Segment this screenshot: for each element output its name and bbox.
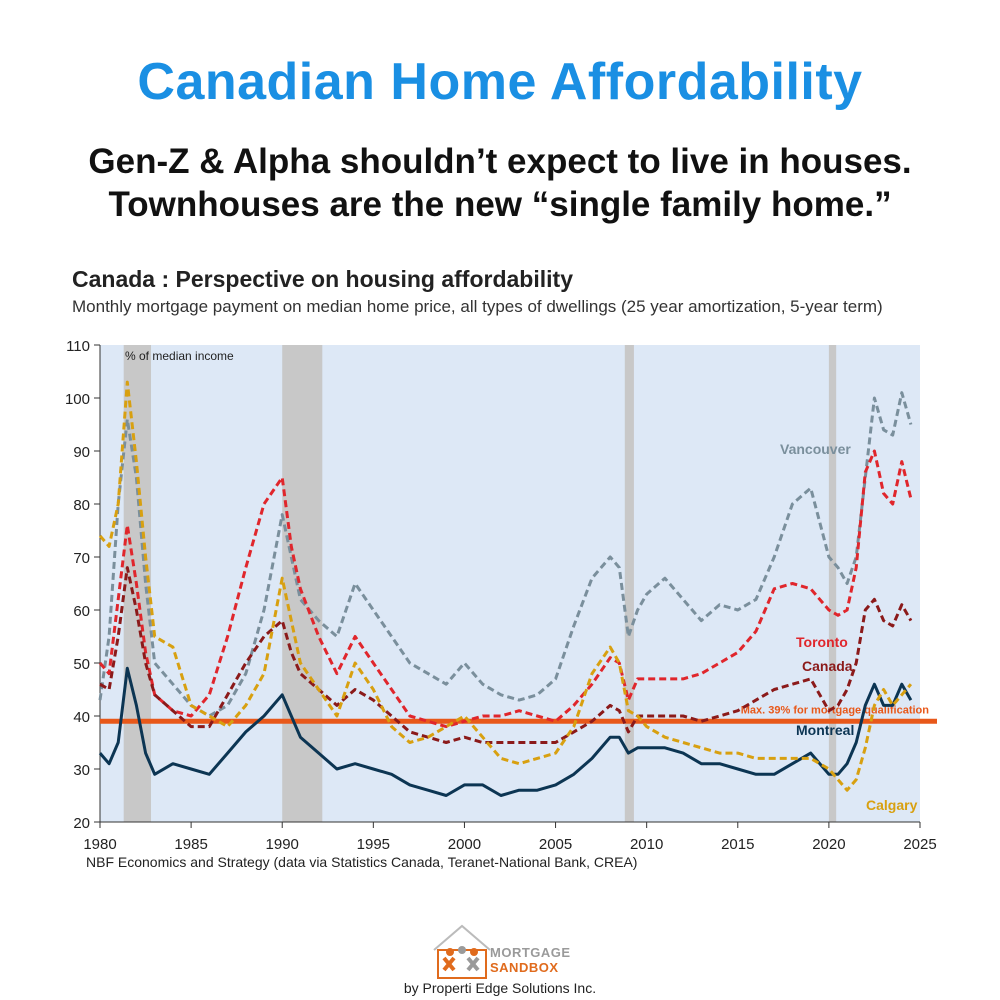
series-line-montreal [98, 666, 913, 797]
y-tick-label: 70 [73, 550, 90, 567]
y-tick-label: 100 [65, 391, 90, 408]
series-label-vancouver: Vancouver [780, 441, 851, 457]
headline: Canadian Home Affordability [137, 53, 863, 111]
chart-title: Canada : Perspective on housing affordab… [72, 266, 573, 292]
series-line-toronto [98, 449, 913, 729]
recession-band [624, 345, 634, 822]
series-line-canada [99, 566, 913, 744]
y-tick-label: 30 [73, 762, 90, 779]
source-note: NBF Economics and Strategy (data via Sta… [86, 854, 638, 870]
logo-byline: by Properti Edge Solutions Inc. [403, 980, 597, 996]
x-tick-label: 1990 [266, 836, 299, 853]
subheadline-line-1: Gen-Z & Alpha shouldn’t expect to live i… [88, 142, 912, 181]
x-tick-label: 1980 [83, 836, 116, 853]
y-tick-label: 60 [73, 603, 90, 620]
x-tick-label: 1985 [174, 836, 207, 853]
mortgage-sandbox-logo-icon [433, 924, 491, 979]
y-tick-label: 90 [73, 444, 90, 461]
x-tick-label: 1995 [357, 836, 390, 853]
x-tick-label: 2025 [903, 836, 936, 853]
subheadline-line-2: Townhouses are the new “single family ho… [108, 185, 892, 224]
threshold-label: Max. 39% for mortgage qualification [741, 704, 930, 716]
x-tick-label: 2020 [812, 836, 845, 853]
y-tick-label: 50 [73, 656, 90, 673]
logo-text-mortgage: MORTGAGE [490, 945, 571, 960]
x-tick-label: 2005 [539, 836, 572, 853]
series-label-canada: Canada [802, 658, 853, 674]
series-label-calgary: Calgary [866, 797, 918, 813]
y-tick-label: 40 [73, 709, 90, 726]
y-tick-label: 20 [73, 815, 90, 832]
recession-band [828, 345, 837, 822]
y-unit-note: % of median income [125, 349, 234, 363]
x-tick-label: 2000 [448, 836, 481, 853]
series-label-montreal: Montreal [796, 722, 854, 738]
chart-subtitle: Monthly mortgage payment on median home … [72, 297, 883, 316]
y-tick-label: 110 [66, 338, 90, 355]
logo-text-sandbox: SANDBOX [490, 960, 559, 975]
series-line-calgary [98, 380, 913, 792]
x-tick-label: 2010 [630, 836, 663, 853]
series-label-toronto: Toronto [796, 634, 848, 650]
y-tick-label: 80 [73, 497, 90, 514]
recession-band [282, 345, 323, 822]
series-line-vancouver [98, 391, 913, 718]
x-tick-label: 2015 [721, 836, 754, 853]
